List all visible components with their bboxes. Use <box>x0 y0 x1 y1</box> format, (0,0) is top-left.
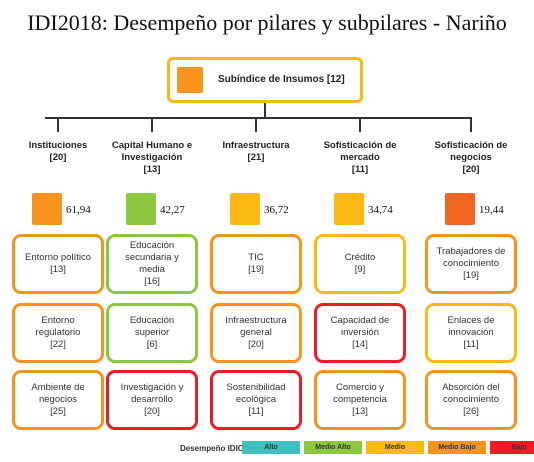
pillar-name: Sofisticación de negocios <box>434 140 508 163</box>
subpillar-box: Crédito [9] <box>314 234 406 294</box>
top-box: Subíndice de Insumos [12] <box>167 57 363 103</box>
subpillar-box: Enlaces de innovación [11] <box>425 303 517 363</box>
pillar-icon <box>334 193 364 225</box>
pillar-name: Instituciones <box>28 140 88 151</box>
pillar-header: Capital Humano e Investigación [13] <box>97 140 207 176</box>
subpillar-name: Comercio y competencia <box>333 382 387 405</box>
pillar-name: Sofisticación de mercado <box>323 140 397 163</box>
subpillar-name: Absorción del conocimiento <box>442 382 500 405</box>
pillar-icon <box>445 193 475 225</box>
legend-item: Bajo <box>490 441 534 454</box>
subpillar-rank: [6] <box>146 339 158 350</box>
pillar-rank: [13] <box>143 164 161 175</box>
subpillar-box: Ambiente de negocios [25] <box>12 370 104 430</box>
subpillar-box: Investigación y desarrollo [20] <box>106 370 198 430</box>
subpillar-rank: [22] <box>50 339 66 350</box>
subpillar-rank: [19] <box>463 270 479 281</box>
legend-item: Medio Bajo <box>428 441 486 454</box>
subpillar-box: Educación secundaria y media [16] <box>106 234 198 294</box>
pillar-rank: [20] <box>49 152 67 163</box>
legend-item: Alto <box>242 441 300 454</box>
subpillar-rank: [11] <box>248 406 264 417</box>
legend-title: Desempeño IDIC <box>180 444 244 453</box>
subpillar-name: Entorno político <box>24 252 91 263</box>
subpillar-rank: [11] <box>463 339 479 350</box>
subpillar-box: Comercio y competencia [13] <box>314 370 406 430</box>
pillar-score: 19,44 <box>479 204 504 216</box>
pillar-score: 61,94 <box>66 204 91 216</box>
subpillar-box: Sostenibilidad ecológica [11] <box>210 370 302 430</box>
subpillar-name: Investigación y desarrollo <box>120 382 184 405</box>
subpillar-name: Enlaces de innovación <box>447 315 495 338</box>
subpillar-name: Trabajadores de conocimiento <box>436 246 506 269</box>
subpillar-box: Capacidad de inversión [14] <box>314 303 406 363</box>
subpillar-name: Entorno regulatorio <box>35 315 81 338</box>
subpillar-box: Entorno regulatorio [22] <box>12 303 104 363</box>
pillar-score: 42,27 <box>160 204 185 216</box>
pillar-header: Sofisticación de mercado [11] <box>305 140 415 176</box>
pillar-name: Infraestructura <box>222 140 290 151</box>
subpillar-rank: [13] <box>352 406 368 417</box>
subpillar-box: Absorción del conocimiento [26] <box>425 370 517 430</box>
pillar-score: 34,74 <box>368 204 393 216</box>
subpillar-box: Educación superior [6] <box>106 303 198 363</box>
subpillar-name: Educación secundaria y media <box>125 240 179 275</box>
legend-item: Medio Alto <box>304 441 362 454</box>
pillar-header: Infraestructura [21] <box>201 140 311 164</box>
subpillar-box: Entorno político [13] <box>12 234 104 294</box>
connector <box>151 118 153 132</box>
subpillar-box: Infraestructura general [20] <box>210 303 302 363</box>
top-icon <box>177 67 203 93</box>
subpillar-name: Sostenibilidad ecológica <box>226 382 286 405</box>
subpillar-rank: [16] <box>144 276 160 287</box>
legend-item: Medio <box>366 441 424 454</box>
connector <box>255 118 257 132</box>
pillar-header: Sofisticación de negocios [20] <box>416 140 526 176</box>
pillar-icon <box>32 193 62 225</box>
subpillar-name: Educación superior <box>129 315 175 338</box>
subpillar-name: Capacidad de inversión <box>330 315 390 338</box>
pillar-rank: [11] <box>351 164 369 175</box>
subpillar-rank: [13] <box>50 264 66 275</box>
pillar-icon <box>126 193 156 225</box>
connector <box>57 118 59 132</box>
subpillar-box: Trabajadores de conocimiento [19] <box>425 234 517 294</box>
connector <box>264 103 266 118</box>
subpillar-rank: [25] <box>50 406 66 417</box>
title: IDI2018: Desempeño por pilares y subpila… <box>27 10 507 35</box>
subpillar-rank: [9] <box>354 264 366 275</box>
subpillar-rank: [14] <box>352 339 368 350</box>
subpillar-rank: [26] <box>463 406 479 417</box>
subpillar-rank: [19] <box>248 264 264 275</box>
subpillar-name: Infraestructura general <box>225 315 287 338</box>
top-label: Subíndice de Insumos [12] <box>218 74 345 85</box>
subpillar-name: Crédito <box>344 252 376 263</box>
pillar-score: 36,72 <box>264 204 289 216</box>
subpillar-name: Ambiente de negocios <box>31 382 85 405</box>
subpillar-name: TIC <box>248 252 264 263</box>
pillar-rank: [20] <box>462 164 480 175</box>
pillar-rank: [21] <box>247 152 265 163</box>
connector <box>45 117 472 119</box>
connector <box>359 118 361 132</box>
pillar-header: Instituciones [20] <box>3 140 113 164</box>
pillar-icon <box>230 193 260 225</box>
pillar-name: Capital Humano e Investigación <box>111 140 193 163</box>
connector <box>470 118 472 132</box>
subpillar-box: TIC [19] <box>210 234 302 294</box>
subpillar-rank: [20] <box>144 406 160 417</box>
subpillar-rank: [20] <box>248 339 264 350</box>
